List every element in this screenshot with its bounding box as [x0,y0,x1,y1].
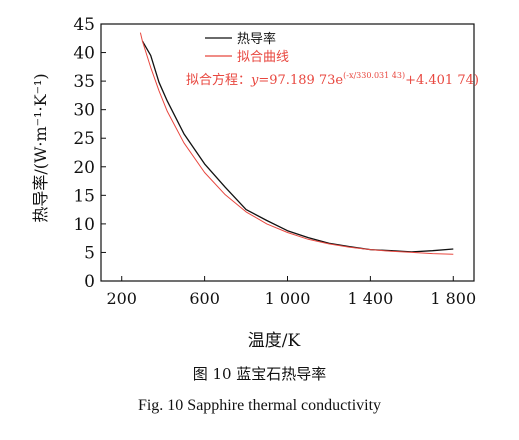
x-tick-label: 1 800 [430,289,476,308]
legend-item-measured-label: 热导率 [237,31,276,47]
fit-equation-tail: +4.401 74) [405,73,479,88]
y-tick-label: 10 [73,215,95,235]
legend-item-fit-label: 拟合曲线 [237,50,289,65]
x-axis-label: 温度/K [248,331,301,351]
fit-equation-label: 拟合方程： [186,72,251,88]
y-tick-label: 25 [73,129,95,149]
y-tick-label: 5 [84,243,95,263]
x-tick-label: 1 400 [347,289,393,308]
y-tick-label: 20 [73,158,95,178]
x-tick-label: 600 [189,289,220,308]
y-axis-label: 热导率/(W·m⁻¹·K⁻¹) [31,73,50,222]
series-lines [139,32,454,255]
ticks: 0 5 10 15 20 25 30 35 40 45 200 600 1 000 1 400 1 800 [73,15,476,308]
fit-equation-exponent: (-x/330.031 43) [343,71,405,80]
x-tick-label: 200 [106,289,137,308]
fit-equation-main: =97.189 73e [258,73,343,88]
y-tick-label: 35 [73,72,95,92]
caption-en: Fig. 10 Sapphire thermal conductivity [137,397,382,414]
series-line-fit [139,32,454,255]
fit-equation-text: 拟合方程：y=97.189 73e(-x/330.031 43)+4.401 7… [186,71,479,88]
y-tick-label: 30 [73,101,95,121]
fit-equation: 拟合方程：y=97.189 73e(-x/330.031 43)+4.401 7… [186,71,479,88]
y-tick-label: 0 [84,272,95,292]
fit-equation-yvar: y [250,73,259,88]
series-line-measured [141,40,454,253]
caption-cn: 图 10 蓝宝石热导率 [192,365,327,383]
y-tick-label: 40 [73,44,95,64]
x-tick-label: 1 000 [265,289,311,308]
y-tick-label: 45 [73,15,95,35]
y-tick-label: 15 [73,186,95,206]
